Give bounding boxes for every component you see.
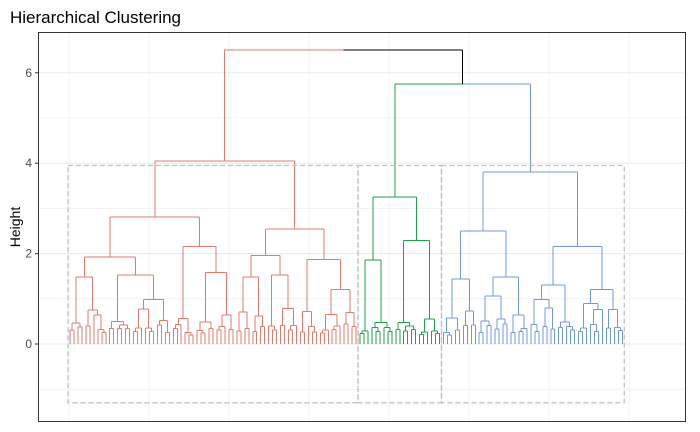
y-axis-ticks: 0 2 4 6 — [25, 66, 39, 351]
cluster-rectangles — [67, 164, 625, 404]
y-tick-label: 0 — [25, 337, 32, 351]
y-axis-title: Height — [7, 207, 23, 248]
y-tick-label: 2 — [25, 247, 32, 261]
cluster-3-rect — [440, 164, 625, 404]
cluster-1-subtree — [69, 49, 357, 344]
cluster-3-subtree — [442, 83, 623, 344]
y-tick-label: 6 — [25, 66, 32, 80]
y-tick-label: 4 — [25, 156, 32, 170]
dendrogram-tree — [69, 49, 623, 344]
grid-lines — [39, 33, 685, 421]
cluster-1-rect — [67, 164, 359, 404]
cluster-2-subtree — [359, 83, 463, 344]
chart-title: Hierarchical Clustering — [10, 8, 181, 27]
panel-border — [38, 32, 686, 422]
cluster-2-rect — [357, 164, 443, 404]
root-branch — [343, 49, 464, 85]
